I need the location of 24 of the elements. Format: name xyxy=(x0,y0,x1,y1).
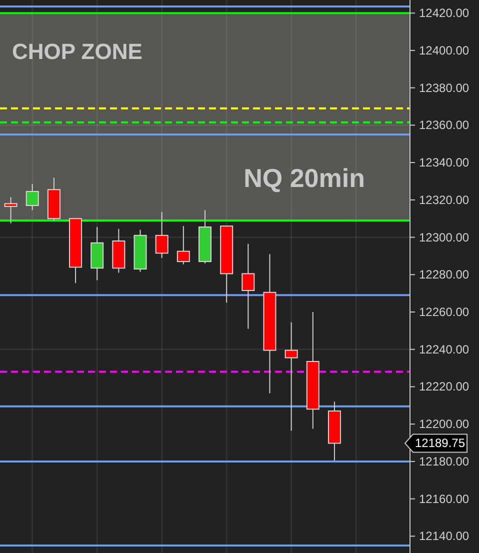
y-tick-label: 12280.00 xyxy=(419,268,470,282)
y-tick-label: 12300.00 xyxy=(419,230,470,244)
y-tick-label: 12340.00 xyxy=(419,156,470,170)
candlestick xyxy=(242,243,255,330)
y-tick-label: 12160.00 xyxy=(419,492,470,506)
candlestick xyxy=(4,196,18,224)
y-tick-label: 12380.00 xyxy=(419,80,470,95)
candlestick xyxy=(155,212,168,258)
band-label: CHOP ZONE xyxy=(12,39,142,64)
candlestick xyxy=(26,184,39,211)
y-tick-label: 12420.00 xyxy=(419,6,470,20)
y-tick-label: 12400.00 xyxy=(419,43,470,58)
y-tick-label: 12240.00 xyxy=(419,342,470,356)
y-tick-label: 12360.00 xyxy=(419,118,470,132)
y-tick-label: 12220.00 xyxy=(419,380,470,394)
y-tick-label: 12180.00 xyxy=(419,454,470,468)
candlestick xyxy=(176,226,190,265)
text: 12189.75 xyxy=(414,436,466,450)
text: NQ 20min xyxy=(244,163,365,193)
y-tick-label: 12140.00 xyxy=(419,529,470,544)
y-tick-label: 12260.00 xyxy=(419,304,470,319)
candlestick xyxy=(284,322,298,432)
y-tick-label: 12320.00 xyxy=(419,192,470,207)
y-tick-label: 12200.00 xyxy=(419,417,470,432)
